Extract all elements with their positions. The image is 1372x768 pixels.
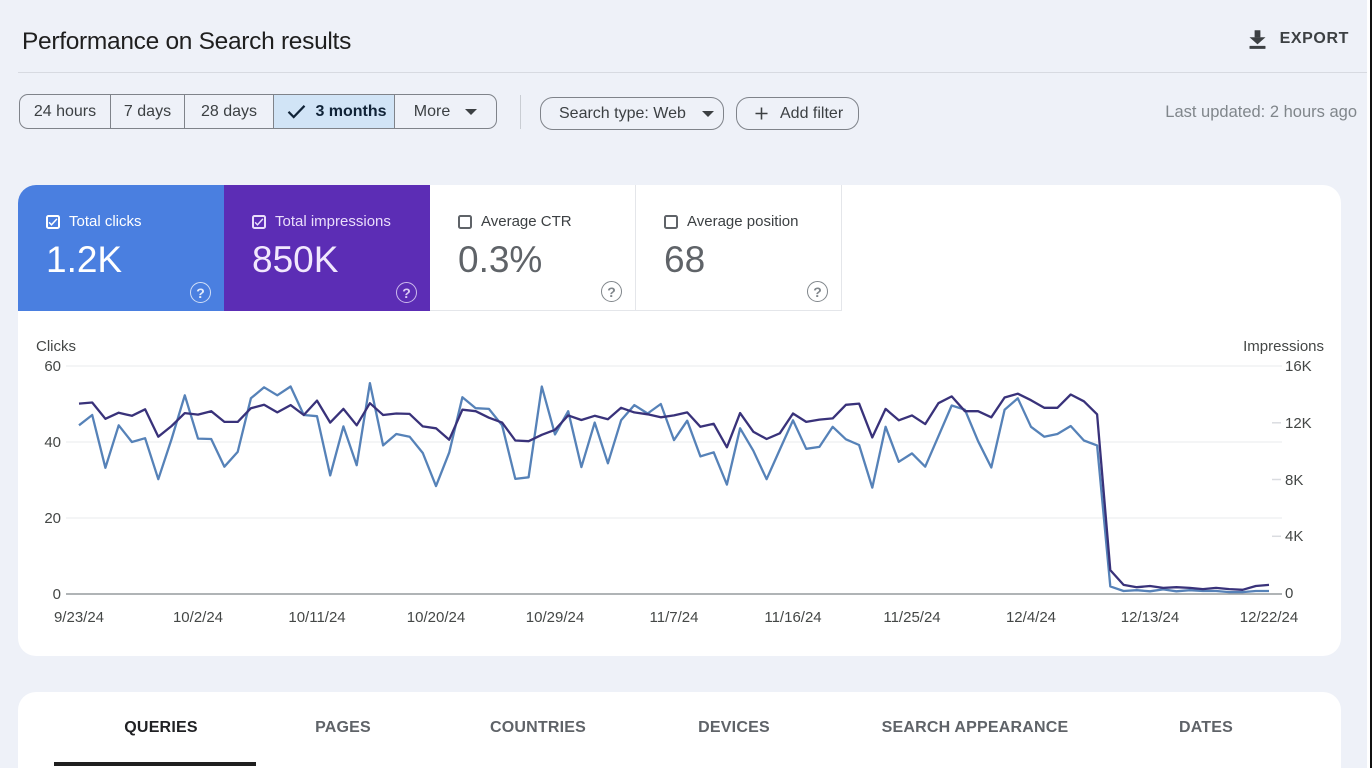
svg-text:60: 60 <box>44 358 61 375</box>
svg-text:Clicks: Clicks <box>36 338 76 355</box>
svg-text:20: 20 <box>44 510 61 527</box>
svg-text:10/29/24: 10/29/24 <box>526 609 584 626</box>
svg-text:11/16/24: 11/16/24 <box>764 609 821 626</box>
svg-text:11/25/24: 11/25/24 <box>883 609 940 626</box>
svg-text:9/23/24: 9/23/24 <box>54 609 104 626</box>
svg-text:12/13/24: 12/13/24 <box>1121 609 1179 626</box>
svg-text:10/20/24: 10/20/24 <box>407 609 465 626</box>
svg-text:40: 40 <box>44 434 61 451</box>
svg-text:8K: 8K <box>1285 472 1303 489</box>
svg-text:12K: 12K <box>1285 415 1312 432</box>
svg-text:4K: 4K <box>1285 528 1303 545</box>
svg-text:12/22/24: 12/22/24 <box>1240 609 1298 626</box>
svg-text:16K: 16K <box>1285 358 1312 375</box>
svg-text:0: 0 <box>53 586 61 603</box>
svg-text:11/7/24: 11/7/24 <box>650 609 699 626</box>
svg-text:12/4/24: 12/4/24 <box>1006 609 1056 626</box>
svg-text:Impressions: Impressions <box>1243 338 1324 355</box>
svg-text:10/11/24: 10/11/24 <box>288 609 345 626</box>
svg-text:10/2/24: 10/2/24 <box>173 609 223 626</box>
svg-text:0: 0 <box>1285 585 1293 602</box>
